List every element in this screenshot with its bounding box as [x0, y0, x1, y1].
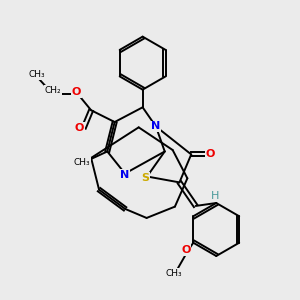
Text: O: O — [206, 149, 215, 159]
Text: O: O — [181, 245, 190, 255]
Text: CH₃: CH₃ — [28, 70, 45, 80]
Text: N: N — [151, 122, 160, 131]
Text: H: H — [211, 190, 219, 201]
Text: N: N — [120, 170, 130, 180]
Text: CH₃: CH₃ — [165, 269, 182, 278]
Text: CH₃: CH₃ — [74, 158, 91, 167]
Text: O: O — [75, 123, 84, 133]
Text: O: O — [72, 87, 81, 97]
Text: CH₂: CH₂ — [44, 86, 61, 95]
Text: S: S — [142, 173, 150, 183]
